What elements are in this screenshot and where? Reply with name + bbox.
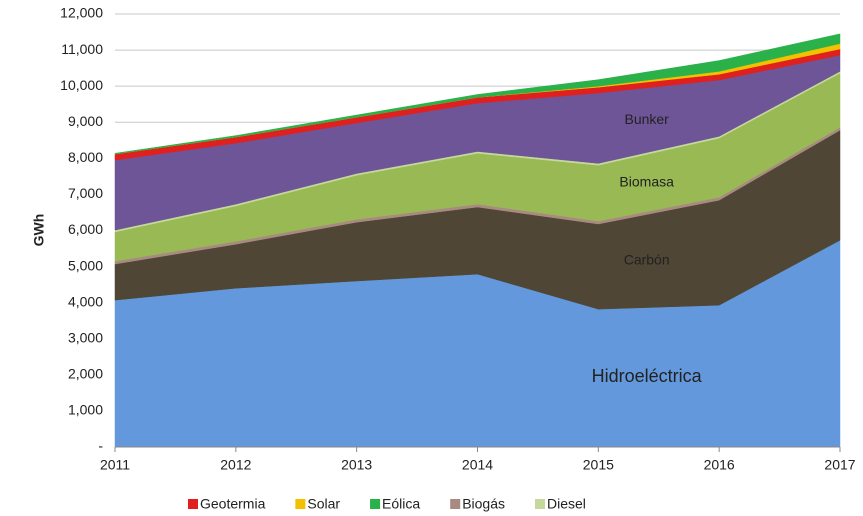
area-label: Hidroeléctrica bbox=[592, 366, 703, 386]
x-tick-label: 2014 bbox=[462, 457, 493, 473]
y-tick-label: 7,000 bbox=[68, 185, 103, 201]
legend-label: Geotermia bbox=[200, 496, 266, 512]
y-tick-label: 8,000 bbox=[68, 149, 103, 165]
area-label: Biomasa bbox=[619, 174, 674, 190]
area-label: Bunker bbox=[624, 111, 669, 127]
x-tick-label: 2011 bbox=[100, 457, 130, 473]
legend-label: Diesel bbox=[547, 496, 586, 512]
legend-label: Solar bbox=[307, 496, 340, 512]
x-tick-label: 2013 bbox=[341, 457, 372, 473]
x-tick-label: 2017 bbox=[824, 457, 855, 473]
legend-swatch bbox=[188, 499, 198, 509]
y-tick-label: 6,000 bbox=[68, 221, 103, 237]
legend-label: Biogás bbox=[462, 496, 505, 512]
x-tick-label: 2012 bbox=[220, 457, 251, 473]
y-axis-label: GWh bbox=[31, 214, 47, 247]
y-tick-label: - bbox=[98, 438, 103, 454]
area bbox=[114, 33, 841, 155]
legend-swatch bbox=[535, 499, 545, 509]
y-tick-label: 12,000 bbox=[60, 5, 103, 21]
y-tick-label: 2,000 bbox=[68, 366, 103, 382]
y-tick-label: 9,000 bbox=[68, 113, 103, 129]
legend-swatch bbox=[370, 499, 381, 509]
legend-swatch bbox=[295, 499, 306, 509]
y-tick-label: 11,000 bbox=[61, 41, 103, 57]
legend-swatch bbox=[450, 499, 461, 509]
y-tick-label: 3,000 bbox=[68, 329, 103, 345]
legend-label: Eólica bbox=[382, 496, 420, 512]
x-tick-label: 2015 bbox=[583, 457, 614, 473]
area-label: Carbón bbox=[624, 252, 670, 268]
y-tick-label: 1,000 bbox=[68, 402, 103, 418]
x-tick-label: 2016 bbox=[704, 457, 735, 473]
y-tick-label: 10,000 bbox=[60, 77, 103, 93]
y-tick-label: 4,000 bbox=[68, 293, 103, 309]
y-tick-label: 5,000 bbox=[68, 257, 103, 273]
